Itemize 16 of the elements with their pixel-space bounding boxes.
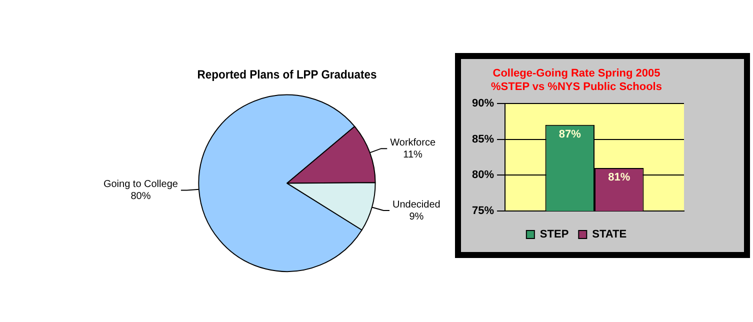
chart-title: College-Going Rate Spring 2005 %STEP vs %NYS Public Schools [491,68,662,93]
data-label: 81% [608,171,630,184]
y-tick-label: 75% [472,205,494,218]
slice-label: Workforce [390,137,436,148]
data-label: 9% [409,211,424,222]
data-label: 80% [130,190,151,202]
slice-label: Going to College [103,178,178,190]
data-label: 11% [403,149,423,160]
legend-label: STEP [540,228,569,241]
slice-label: Undecided [392,199,440,210]
y-tick-label: 80% [472,169,494,182]
chart-title: Reported Plans of LPP Graduates [197,68,377,82]
legend-label: STATE [592,228,627,241]
y-tick-label: 90% [472,97,494,110]
data-label: 87% [558,128,582,140]
y-tick-label: 85% [472,133,494,146]
